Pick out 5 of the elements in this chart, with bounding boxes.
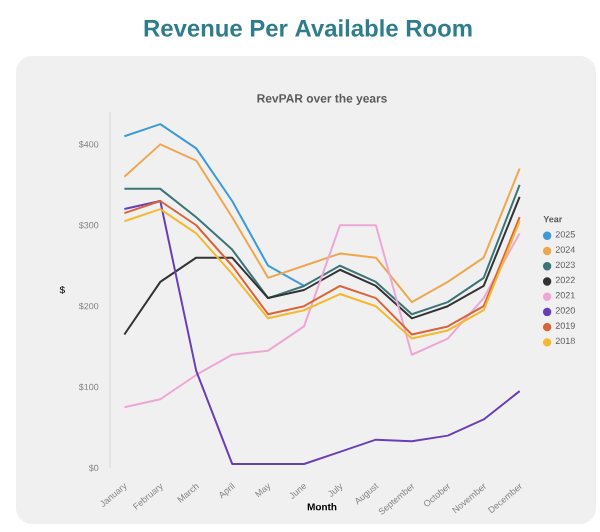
line-series [123,143,521,304]
chart-title: Revenue Per Available Room [144,19,472,37]
line-series [123,123,306,287]
line-series [123,183,521,316]
line-series [123,224,521,409]
